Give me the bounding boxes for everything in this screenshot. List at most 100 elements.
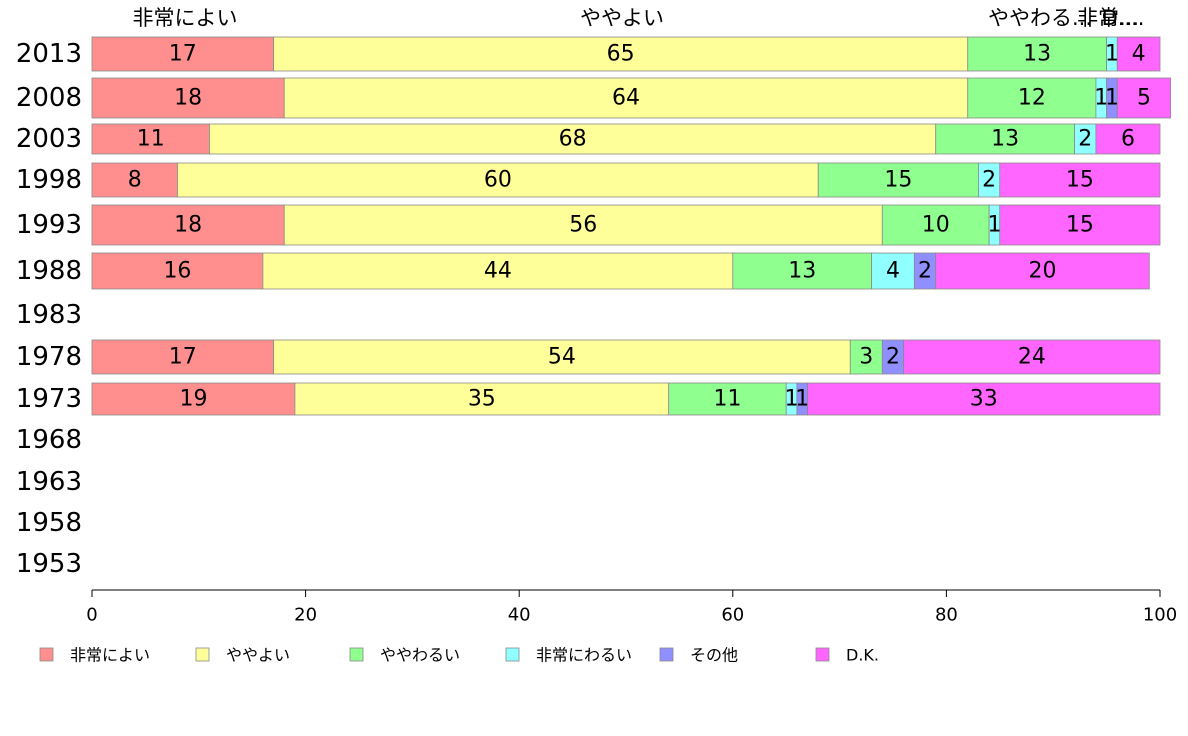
top-category-label: 非常によい [133, 6, 238, 30]
data-label: 18 [174, 213, 202, 238]
bar-segment [91, 36, 274, 72]
data-label: 44 [484, 259, 512, 284]
bar-segment [294, 382, 670, 416]
top-category-labels: 非常によい ややよい ややわる...非常...D.... [133, 6, 1145, 30]
year-label: 1973 [16, 384, 82, 414]
bar-segment [1116, 77, 1172, 119]
legend: 非常によい ややよい ややわるい 非常にわるい その他 D.K. [39, 646, 879, 665]
data-label: 15 [1066, 168, 1094, 193]
x-tick-label: 60 [721, 605, 744, 626]
data-label: 10 [922, 213, 950, 238]
data-label: 13 [788, 259, 816, 284]
bar-segment [967, 77, 1097, 119]
data-label: 1 [1105, 86, 1119, 111]
year-label: 1993 [16, 210, 82, 240]
year-label: 2003 [16, 124, 82, 154]
data-label: 35 [468, 387, 496, 412]
year-label: 2013 [16, 39, 82, 69]
data-label: 8 [128, 168, 142, 193]
legend-swatch [39, 647, 54, 662]
data-label: 1 [785, 387, 799, 412]
bar-segment [91, 339, 274, 375]
bar-segment [817, 162, 979, 198]
bar-segment [935, 123, 1075, 155]
data-label: 17 [169, 42, 197, 67]
year-label: 1968 [16, 425, 82, 455]
data-label: 2 [886, 345, 900, 370]
legend-swatch [195, 647, 210, 662]
data-label: 13 [1023, 42, 1051, 67]
year-label: 2008 [16, 83, 82, 113]
legend-label: 非常によい [70, 646, 150, 665]
data-label: 15 [1066, 213, 1094, 238]
legend-swatch [505, 647, 520, 662]
bar-segment [91, 204, 285, 246]
data-label: 33 [970, 387, 998, 412]
x-tick-label: 100 [1143, 605, 1177, 626]
data-label: 20 [1029, 259, 1057, 284]
data-label: 3 [859, 345, 873, 370]
y-axis-tick-labels: 2013 2008 2003 1998 1993 1988 1983 1978 1973 1968… [16, 39, 82, 579]
x-tick-label: 20 [294, 605, 317, 626]
data-label: 64 [612, 86, 640, 111]
bar-segment [1116, 36, 1161, 72]
bar-segment [177, 162, 819, 198]
legend-swatch [815, 647, 830, 662]
legend-label: ややよい [226, 646, 290, 665]
bar-segment [668, 382, 787, 416]
data-label: 2 [918, 259, 932, 284]
bar-segment [91, 382, 296, 416]
bar-segment [91, 123, 210, 155]
data-label: 13 [991, 127, 1019, 152]
top-category-label: ややわる... [988, 6, 1092, 30]
data-label: 19 [179, 387, 207, 412]
x-tick-label: 40 [508, 605, 531, 626]
top-category-label: 非常... [1077, 6, 1139, 30]
data-label: 6 [1121, 127, 1135, 152]
legend-label: ややわるい [380, 646, 460, 665]
data-label: 65 [607, 42, 635, 67]
bar-segment [807, 382, 1161, 416]
data-label: 4 [1132, 42, 1146, 67]
bar-segment [999, 162, 1161, 198]
legend-label: D.K. [846, 646, 879, 665]
data-label: 18 [174, 86, 202, 111]
year-label: 1998 [16, 165, 82, 195]
year-label: 1953 [16, 549, 82, 579]
bar-segment [1095, 123, 1161, 155]
data-label: 68 [559, 127, 587, 152]
bar-segment [881, 204, 990, 246]
legend-label: その他 [690, 646, 738, 665]
bar-segment [283, 77, 969, 119]
data-label: 4 [886, 259, 900, 284]
year-label: 1983 [16, 300, 82, 330]
bar-segment [91, 77, 285, 119]
data-label: 12 [1018, 86, 1046, 111]
data-label: 16 [163, 259, 191, 284]
data-label: 1 [795, 387, 809, 412]
bar-segment [849, 339, 883, 375]
legend-swatch [659, 647, 674, 662]
data-label: 2 [982, 168, 996, 193]
x-axis: 0 20 40 60 80 100 [86, 589, 1177, 626]
data-label: 11 [137, 127, 165, 152]
bar-segment [903, 339, 1161, 375]
bar-segment [209, 123, 937, 155]
bar-segment [91, 162, 178, 198]
data-label: 5 [1137, 86, 1151, 111]
data-label: 1 [1105, 42, 1119, 67]
bar-segment [273, 339, 851, 375]
x-tick-label: 0 [86, 605, 97, 626]
bar-segment [91, 252, 264, 290]
data-label: 54 [548, 345, 576, 370]
data-label: 11 [713, 387, 741, 412]
x-tick-label: 80 [935, 605, 958, 626]
year-label: 1958 [16, 508, 82, 538]
data-label: 15 [884, 168, 912, 193]
data-label: 24 [1018, 345, 1046, 370]
data-label: 56 [569, 213, 597, 238]
bar-segment [262, 252, 734, 290]
legend-label: 非常にわるい [536, 646, 632, 665]
